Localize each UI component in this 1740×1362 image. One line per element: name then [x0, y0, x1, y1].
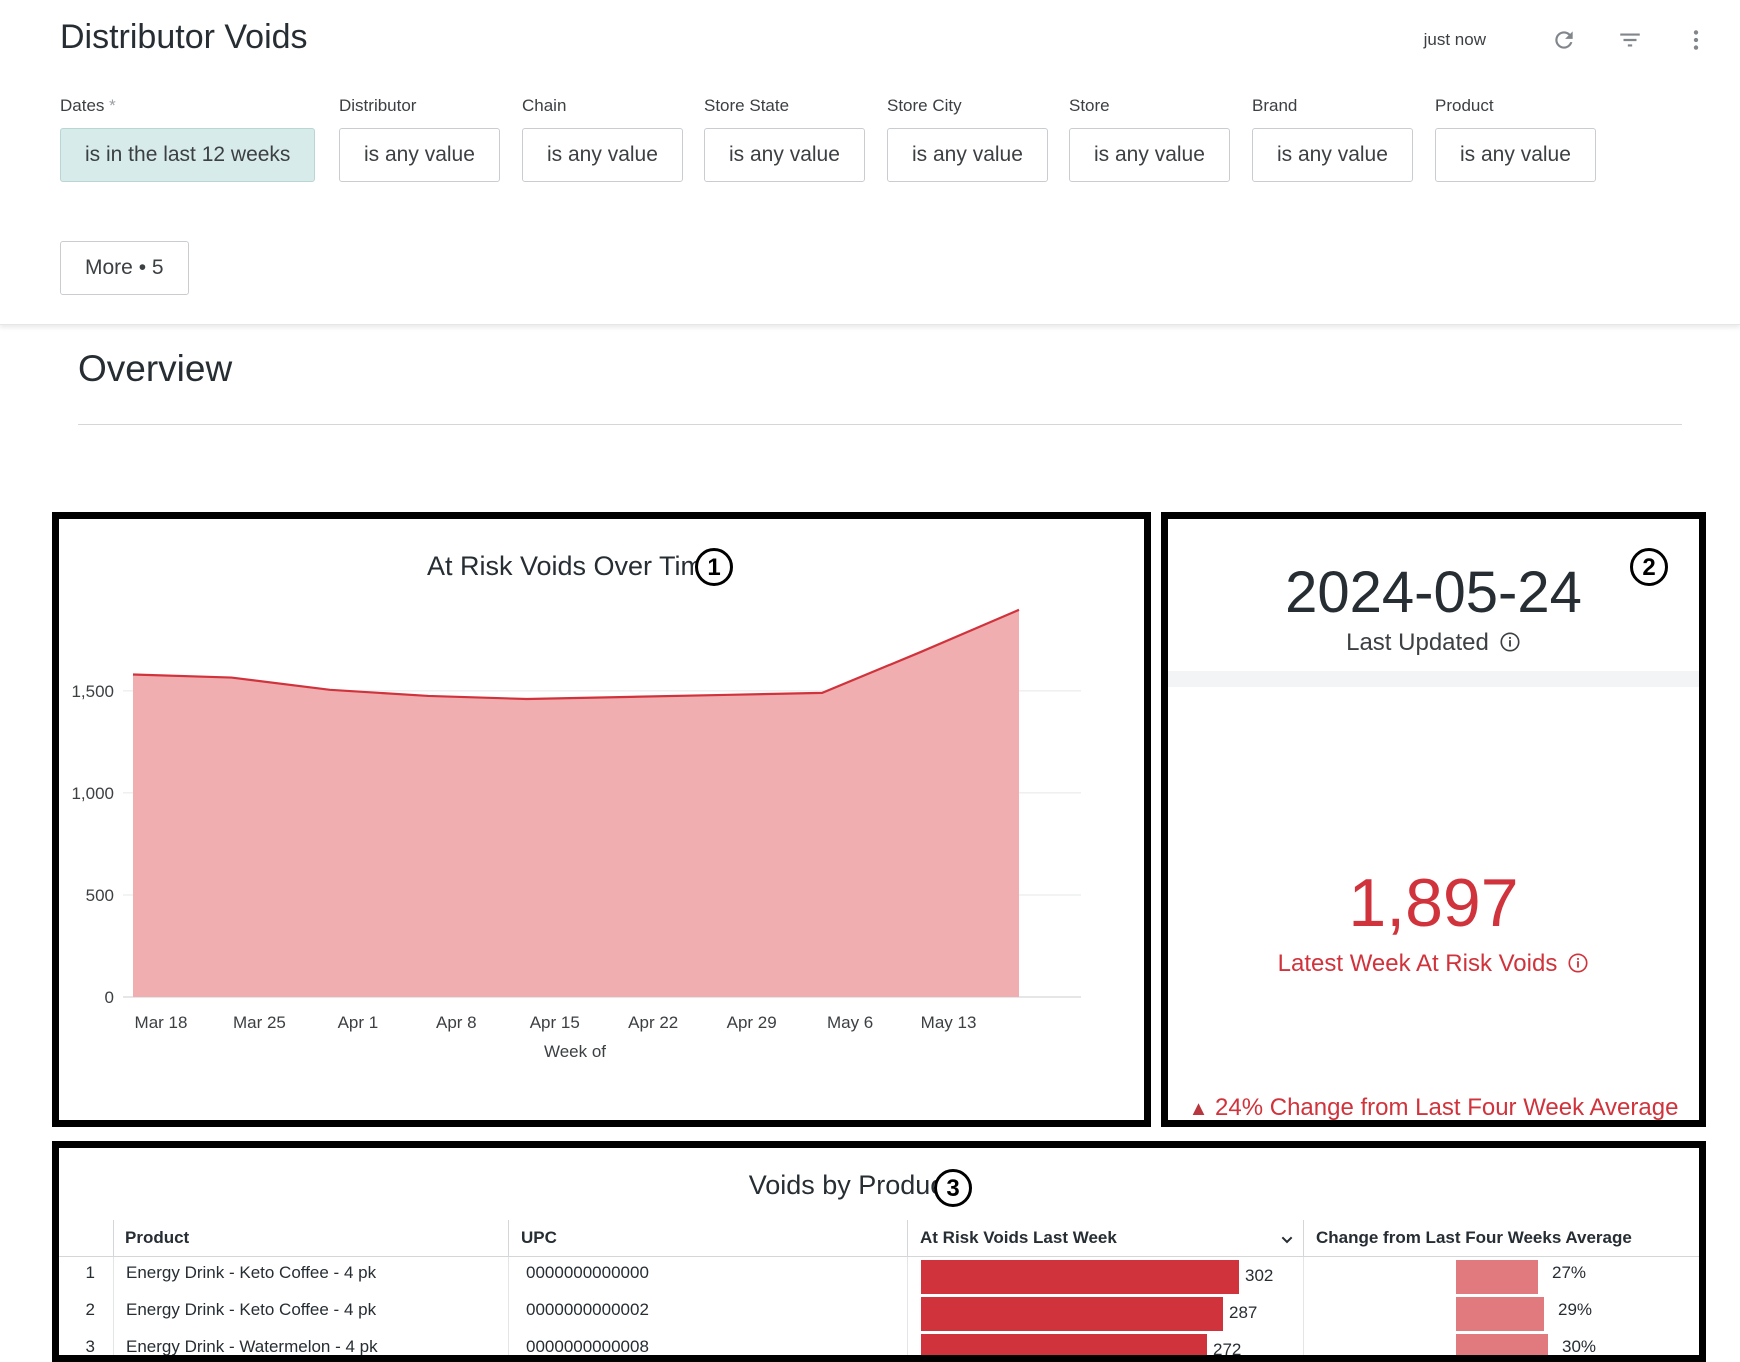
filter-chain-button[interactable]: is any value: [522, 128, 683, 182]
area-chart: 0 500 1,000 1,500 Mar 18 Mar 25 Apr 1 Apr 8 Apr …: [71, 608, 1081, 1061]
filter-label: Store City: [887, 96, 962, 115]
section-divider: [78, 424, 1682, 425]
filter-label: Brand: [1252, 96, 1298, 115]
product-cell[interactable]: Energy Drink - Watermelon - 4 pk: [126, 1337, 378, 1356]
y-tick-label: 500: [86, 886, 114, 905]
filter-store: Store is any value: [1069, 96, 1230, 182]
filter-label: Product: [1435, 96, 1494, 115]
upc-cell[interactable]: 0000000000008: [526, 1337, 649, 1356]
voids-value: 287: [1229, 1303, 1258, 1322]
filter-store-button[interactable]: is any value: [1069, 128, 1230, 182]
info-icon[interactable]: [1499, 631, 1521, 653]
voids-value: 302: [1245, 1266, 1274, 1285]
callout-3: 3: [934, 1169, 972, 1207]
change-comparison: ▲ 24% Change from Last Four Week Average: [1188, 1094, 1679, 1121]
voids-bar: [921, 1297, 1223, 1331]
filter-store-state: Store State is any value: [704, 96, 865, 182]
row-index: 1: [85, 1263, 95, 1282]
area-fill: [133, 609, 1019, 997]
filter-product-button[interactable]: is any value: [1435, 128, 1596, 182]
voids-bar: [921, 1334, 1207, 1355]
table-header: Product UPC At Risk Voids Last Week Chan…: [59, 1220, 1699, 1257]
kpi-tile: 2 2024-05-24 Last Updated 1,897 Latest W…: [1161, 512, 1706, 1127]
x-tick-label: Mar 25: [233, 1013, 286, 1032]
filter-chain: Chain is any value: [522, 96, 683, 182]
kpi-divider: [1168, 671, 1699, 687]
voids-by-product-tile: Voids by Product 3 Product UPC At Risk V…: [52, 1141, 1706, 1362]
filter-label: Distributor: [339, 96, 417, 115]
latest-week-label: Latest Week At Risk Voids: [1168, 950, 1699, 978]
filter-label: Chain: [522, 96, 567, 115]
filter-label: Store: [1069, 96, 1110, 115]
info-icon[interactable]: [1567, 952, 1589, 974]
dashboard-title: Distributor Voids: [60, 18, 308, 56]
change-bar: [1456, 1260, 1538, 1294]
filter-store-city: Store City is any value: [887, 96, 1048, 182]
table-row[interactable]: 1 Energy Drink - Keto Coffee - 4 pk 000000…: [59, 1257, 1699, 1294]
row-index: 2: [85, 1300, 95, 1319]
y-tick-label: 1,500: [71, 682, 114, 701]
at-risk-voids-chart-tile: At Risk Voids Over Time 1 0 500 1,000 1,500…: [52, 512, 1151, 1127]
callout-2: 2: [1630, 548, 1668, 586]
up-arrow-icon: ▲: [1188, 1098, 1209, 1120]
filter-dates-button[interactable]: is in the last 12 weeks: [60, 128, 316, 182]
voids-bar: [921, 1260, 1239, 1294]
y-tick-label: 0: [105, 988, 114, 1007]
chart-title: At Risk Voids Over Time: [426, 551, 719, 581]
change-value: 30%: [1562, 1337, 1597, 1356]
product-cell[interactable]: Energy Drink - Keto Coffee - 4 pk: [126, 1300, 377, 1319]
table-row[interactable]: 2 Energy Drink - Keto Coffee - 4 pk 000000…: [59, 1294, 1699, 1331]
y-tick-label: 1,000: [71, 784, 114, 803]
refresh-icon[interactable]: [1550, 26, 1578, 54]
upc-cell[interactable]: 0000000000000: [526, 1263, 649, 1282]
x-tick-label: Apr 15: [530, 1013, 580, 1032]
dashboard-header: Distributor Voids just now Dates * is in…: [0, 0, 1740, 325]
filter-dates: Dates * is in the last 12 weeks: [60, 96, 316, 182]
latest-week-value: 1,897: [1348, 865, 1519, 941]
filter-distributor: Distributor is any value: [339, 96, 500, 182]
last-updated-label: Last Updated: [1168, 629, 1699, 657]
change-value: 27%: [1552, 1263, 1587, 1282]
filter-distributor-button[interactable]: is any value: [339, 128, 500, 182]
row-index: 3: [85, 1337, 95, 1356]
x-tick-label: Apr 22: [628, 1013, 678, 1032]
upc-cell[interactable]: 0000000000002: [526, 1300, 649, 1319]
last-updated-date: 2024-05-24: [1285, 560, 1582, 625]
change-value: 29%: [1558, 1300, 1593, 1319]
chevron-down-icon[interactable]: [1279, 1232, 1295, 1248]
filter-store-city-button[interactable]: is any value: [887, 128, 1048, 182]
x-tick-label: Apr 1: [338, 1013, 379, 1032]
section-title: Overview: [78, 348, 233, 389]
series-line: [132, 608, 1020, 701]
filter-brand: Brand is any value: [1252, 96, 1413, 182]
more-vert-icon[interactable]: [1682, 26, 1710, 54]
table-title: Voids by Product: [748, 1170, 952, 1200]
change-bar: [1456, 1334, 1548, 1355]
column-header-voids[interactable]: At Risk Voids Last Week: [920, 1228, 1117, 1247]
table-row[interactable]: 3 Energy Drink - Watermelon - 4 pk 0000000…: [59, 1331, 1699, 1359]
more-filters-button[interactable]: More • 5: [60, 241, 189, 295]
last-run-text: just now: [1423, 30, 1486, 49]
filter-brand-button[interactable]: is any value: [1252, 128, 1413, 182]
x-tick-label: Apr 29: [727, 1013, 777, 1032]
x-tick-label: Mar 18: [135, 1013, 188, 1032]
callout-1: 1: [695, 548, 733, 586]
filter-label: Store State: [704, 96, 790, 115]
voids-value: 272: [1213, 1340, 1242, 1359]
header-tools: just now: [1424, 26, 1710, 54]
column-header-upc[interactable]: UPC: [521, 1228, 557, 1247]
x-axis-label: Week of: [544, 1042, 606, 1061]
filter-store-state-button[interactable]: is any value: [704, 128, 865, 182]
product-cell[interactable]: Energy Drink - Keto Coffee - 4 pk: [126, 1263, 377, 1282]
x-tick-label: Apr 8: [436, 1013, 477, 1032]
change-bar: [1456, 1297, 1544, 1331]
column-header-product[interactable]: Product: [125, 1228, 190, 1247]
x-tick-label: May 13: [921, 1013, 977, 1032]
filter-product: Product is any value: [1435, 96, 1596, 182]
x-tick-label: May 6: [827, 1013, 873, 1032]
filter-icon[interactable]: [1616, 26, 1644, 54]
filter-label: Dates *: [60, 96, 116, 115]
column-header-change[interactable]: Change from Last Four Weeks Average: [1316, 1228, 1632, 1247]
